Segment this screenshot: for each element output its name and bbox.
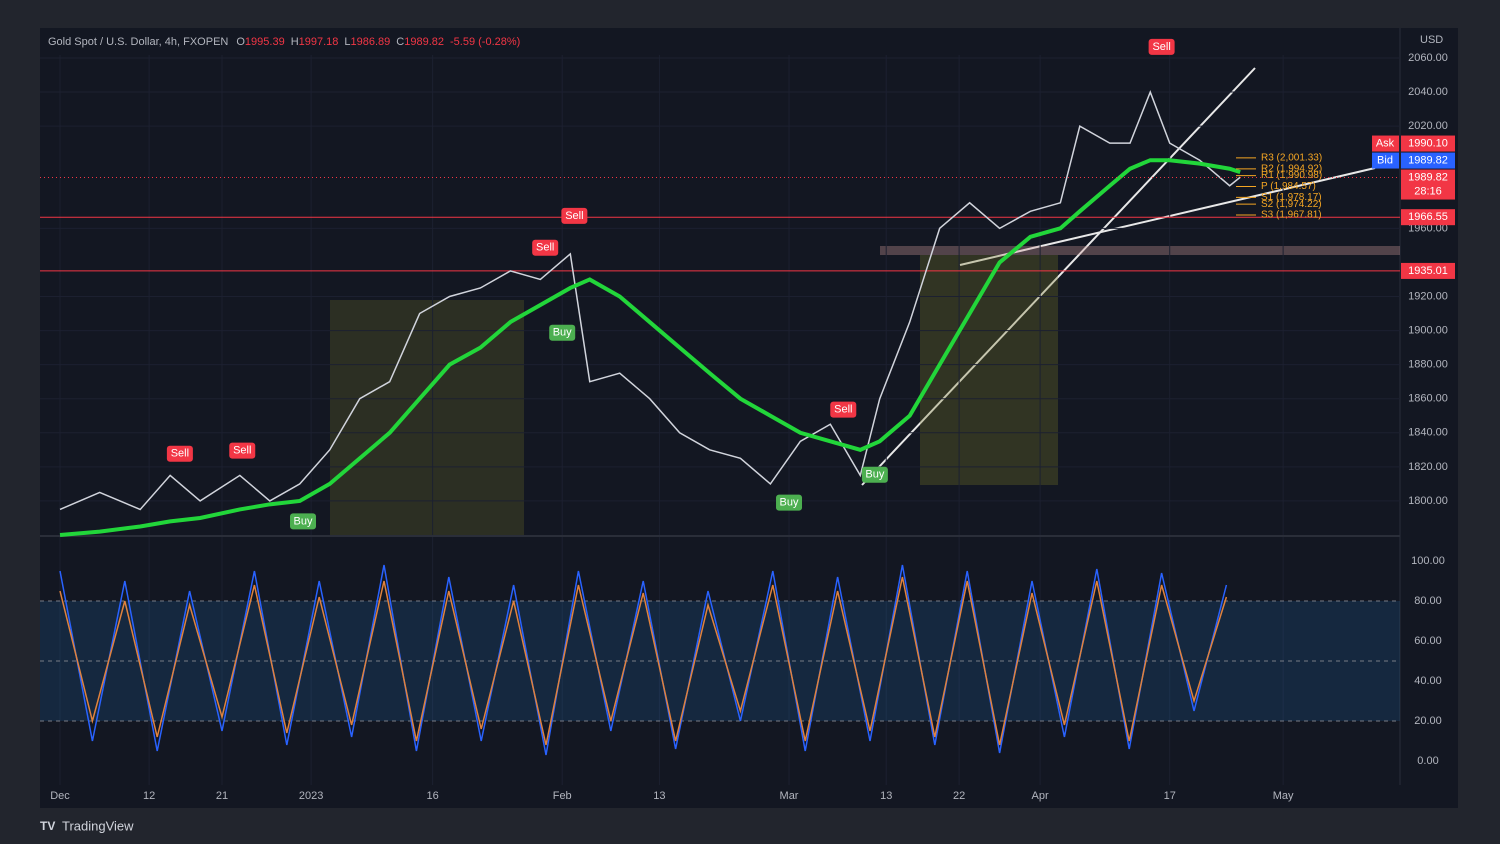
signal-label: Sell [536,242,554,254]
pivot-label: P (1,984.57) [1261,181,1316,192]
last-price-box [1401,169,1455,200]
y-tick-label: 1920.00 [1408,290,1448,302]
series-line [59,89,1241,511]
y-tick-label: 20.00 [1414,715,1442,727]
signal-label: Buy [865,469,884,481]
level-box [1401,262,1455,279]
y-tick-label: 2040.00 [1408,86,1448,98]
x-tick-label: 2023 [299,790,323,802]
ohlc-value: 1997.18 [299,36,339,48]
y-tick-label: 0.00 [1417,755,1438,767]
y-tick-label: 1900.00 [1408,324,1448,336]
signal-label: Sell [565,210,583,222]
title: Gold Spot / U.S. Dollar, 4h, FXOPEN [48,36,228,48]
series-line [59,576,1228,746]
x-tick-label: Dec [50,790,70,802]
x-tick-label: Feb [553,790,572,802]
signal [549,324,576,341]
x-tick-label: 17 [1164,790,1176,802]
series-line [59,564,1228,756]
y-tick-label: 80.00 [1414,595,1442,607]
signal [229,442,256,459]
signal [776,494,803,511]
y-tick-label: 1820.00 [1408,461,1448,473]
signal-label: Buy [294,515,313,527]
ohlc-value: 1986.89 [351,36,391,48]
y-tick-label: 1840.00 [1408,427,1448,439]
y-tick-label: 1960.00 [1408,222,1448,234]
signal [561,207,588,224]
x-tick-label: 12 [143,790,155,802]
x-tick-label: 13 [653,790,665,802]
level-label: 1935.01 [1408,265,1448,277]
y-tick-label: 40.00 [1414,675,1442,687]
x-tick-label: 21 [216,790,228,802]
signal [166,445,193,462]
ohlc-key: O [236,36,245,48]
x-tick-label: 22 [953,790,965,802]
pivot-label: S1 (1,978.17) [1261,192,1322,203]
x-tick-label: May [1273,790,1294,802]
x-tick-label: 13 [880,790,892,802]
signal-label: Sell [233,445,251,457]
y-tick-label: 1800.00 [1408,495,1448,507]
y-tick-label: 1880.00 [1408,359,1448,371]
y-tick-label: 2020.00 [1408,120,1448,132]
y-tick-label: 100.00 [1411,555,1445,567]
logo: TV [40,819,55,833]
signal [532,239,559,256]
currency: USD [1420,34,1443,46]
signal [1148,38,1175,55]
ohlc-key: H [291,36,299,48]
ask-value: 1990.10 [1408,137,1448,149]
ohlc-value: 1995.39 [245,36,285,48]
bid-tag [1372,152,1399,169]
bid-box [1401,152,1455,169]
signal-label: Buy [553,327,572,339]
x-tick-label: Mar [780,790,799,802]
ohlc-key: L [344,36,350,48]
trend-line [959,167,1376,266]
series-line [59,158,1241,537]
y-tick-label: 1860.00 [1408,393,1448,405]
pivot-label: R1 (1,990.98) [1261,170,1322,181]
pivot-label: R3 (2,001.33) [1261,153,1322,164]
x-tick-label: 16 [426,790,438,802]
branding: TradingView [62,818,134,833]
pivot-label: R2 (1,994.92) [1261,163,1322,174]
last-price: 1989.82 [1408,171,1448,183]
pivot-label: S2 (1,974.22) [1261,199,1322,210]
pivot-label: S3 (1,967.81) [1261,210,1322,221]
signal [290,513,317,530]
signal-label: Buy [780,497,799,509]
zone [880,246,1400,255]
y-tick-label: 2060.00 [1408,52,1448,64]
ohlc-value: 1989.82 [404,36,444,48]
y-tick-label: 60.00 [1414,635,1442,647]
level-box [1401,209,1455,226]
ohlc-key: C [396,36,404,48]
countdown: 28:16 [1414,185,1442,197]
ask-name: Ask [1376,137,1395,149]
signal [830,401,857,418]
bid-name: Bid [1377,154,1393,166]
change: -5.59 (-0.28%) [450,36,520,48]
signal-label: Sell [834,404,852,416]
ask-box [1401,135,1455,152]
trend-line [861,67,1256,486]
signal-label: Sell [171,448,189,460]
ask-tag [1372,135,1399,152]
signal [861,466,888,483]
zone [920,255,1058,485]
signal-label: Sell [1152,41,1170,53]
x-tick-label: Apr [1032,790,1049,802]
level-label: 1966.55 [1408,211,1448,223]
bid-value: 1989.82 [1408,154,1448,166]
